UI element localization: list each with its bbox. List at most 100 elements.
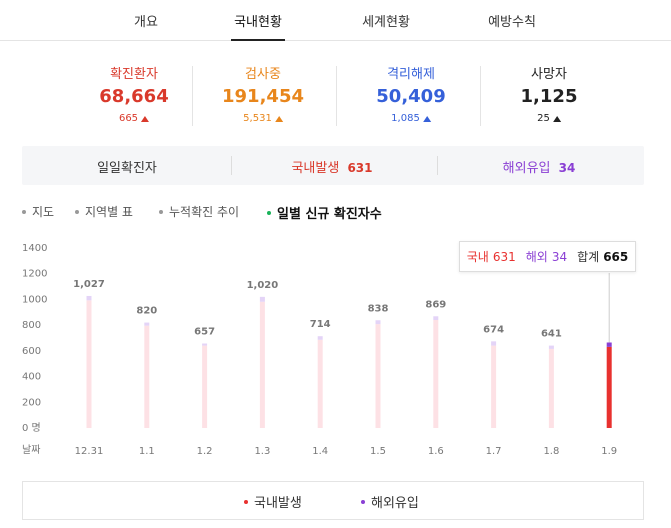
bar-segment (259, 296, 265, 302)
bar-total-label: 1,020 (247, 280, 279, 291)
bar-total-label: 869 (425, 299, 446, 310)
bar-total-label: 641 (541, 329, 562, 340)
stat-delta: 665 (118, 113, 150, 124)
stat-label: 격리해제 (387, 67, 435, 82)
stat-value: 1,125 (520, 86, 578, 107)
y-tick-label: 400 (22, 372, 41, 383)
legend-item: 해외유입 (361, 492, 419, 511)
y-tick-label: 600 (22, 346, 41, 357)
y-tick-label: 1000 (22, 294, 47, 305)
tab-underline (231, 39, 285, 41)
bar-segment (548, 348, 554, 428)
bar-total-label: 838 (368, 303, 389, 314)
bar-segment (606, 342, 612, 347)
tab[interactable]: 예방수칙 (488, 15, 536, 30)
legend-label: 국내발생 (254, 496, 302, 511)
bar-segment (317, 336, 323, 340)
bar-segment (433, 320, 439, 428)
stat-value: 68,664 (99, 86, 169, 107)
bar-segment (606, 346, 612, 428)
menu-label: 누적확진 추이 (169, 205, 240, 219)
x-tick-label: 1.5 (370, 446, 386, 457)
delta-arrow (141, 115, 150, 122)
menu-label: 지도 (32, 205, 55, 219)
tab[interactable]: 세계현황 (362, 15, 410, 30)
stat-label: 사망자 (531, 67, 567, 82)
y-tick-label: 0 명 (22, 422, 41, 434)
tooltip: 국내 631 해외 34 합계 665 (459, 241, 636, 272)
bar-total-label: 657 (194, 327, 215, 338)
menu-dot (22, 209, 26, 214)
stat-divider (336, 66, 337, 126)
menu-label: 지역별 표 (85, 205, 133, 219)
stat-divider (192, 66, 193, 126)
legend-label: 해외유입 (371, 496, 419, 511)
bar-segment (259, 301, 265, 428)
y-tick-label: 1400 (22, 243, 47, 254)
summary-domestic-value: 631 (347, 161, 373, 175)
x-tick-label: 1.6 (428, 446, 444, 457)
summary-divider (437, 156, 438, 175)
stat-value: 50,409 (376, 86, 446, 107)
y-tick-label: 1200 (22, 269, 47, 280)
stat-delta-value: 25 (537, 113, 550, 124)
bar-segment (86, 300, 92, 428)
x-axis-label: 날짜 (22, 444, 40, 456)
stat-label: 검사중 (245, 67, 281, 82)
stat-delta: 5,531 (243, 113, 283, 124)
menu-dot (75, 209, 79, 214)
bar-segment (491, 341, 497, 346)
summary-box (22, 146, 644, 185)
summary-overseas: 해외유입 34 (503, 157, 576, 176)
tooltip-total-value: 665 (603, 249, 629, 264)
legend-swatch (361, 499, 365, 504)
x-tick-label: 1.8 (543, 446, 559, 457)
bar-segment (202, 343, 208, 346)
tab-divider (0, 40, 671, 41)
menu-item[interactable]: 일별 신규 확진자수 (267, 203, 382, 222)
menu-dot (159, 209, 163, 214)
bar-segment (317, 339, 323, 428)
stat-delta: 1,085 (391, 113, 431, 124)
summary-domestic: 국내발생 631 (291, 157, 372, 176)
x-tick-label: 1.2 (197, 446, 213, 457)
y-tick-label: 800 (22, 320, 41, 331)
x-tick-label: 12.31 (75, 446, 104, 457)
bar-segment (144, 325, 150, 428)
tooltip-overseas-value: 34 (551, 249, 568, 264)
menu-label: 일별 신규 확진자수 (277, 207, 382, 222)
x-tick-label: 1.9 (601, 446, 617, 457)
summary-domestic-label: 국내발생 (291, 161, 340, 176)
tooltip-overseas-label: 해외 (525, 250, 548, 264)
bar-segment (375, 324, 381, 428)
tooltip-domestic-value: 631 (492, 249, 516, 264)
tooltip-total-label: 합계 (577, 250, 600, 264)
summary-overseas-label: 해외유입 (502, 161, 551, 176)
stat-delta-value: 665 (118, 113, 139, 124)
menu-dot (267, 210, 271, 215)
bar-segment (202, 345, 208, 428)
stat-value: 191,454 (222, 86, 304, 107)
y-tick-label: 200 (22, 397, 41, 408)
legend-item: 국내발생 (244, 492, 302, 511)
menu-item[interactable]: 지도 (22, 203, 54, 220)
tab[interactable]: 개요 (134, 15, 158, 30)
summary-title: 일일확진자 (97, 161, 157, 176)
bar-segment (433, 316, 439, 320)
x-tick-label: 1.4 (312, 446, 328, 457)
legend-swatch (244, 499, 248, 504)
summary-overseas-value: 34 (558, 161, 576, 175)
stat-divider (480, 66, 481, 126)
bar-segment (491, 345, 497, 428)
menu-item[interactable]: 누적확진 추이 (159, 203, 239, 220)
tab[interactable]: 국내현황 (234, 15, 282, 30)
bar-total-label: 820 (136, 306, 157, 317)
summary-divider (231, 156, 232, 175)
bar-segment (86, 295, 92, 301)
bar-total-label: 1,027 (73, 279, 105, 290)
menu-item[interactable]: 지역별 표 (75, 203, 133, 220)
bar-segment (548, 345, 554, 349)
stat-delta: 25 (537, 113, 561, 124)
